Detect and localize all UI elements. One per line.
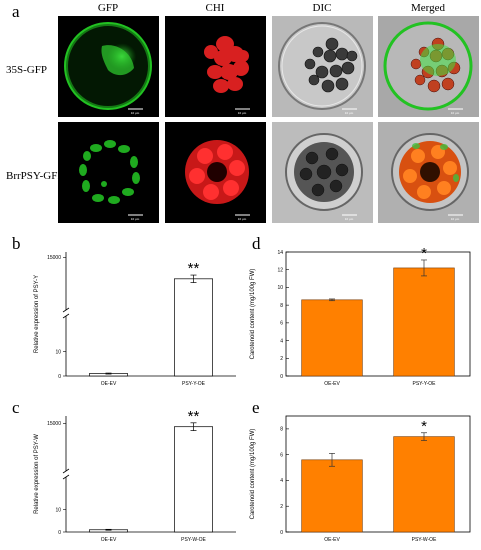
- y-axis-label: Carotenoid content (mg/100g FW): [250, 429, 256, 520]
- y-tick-label: 0: [280, 530, 283, 536]
- y-tick-label: 0: [280, 374, 283, 380]
- y-tick-label: 15000: [47, 421, 61, 427]
- y-tick-label: 12: [277, 268, 283, 274]
- y-tick-label: 4: [280, 338, 283, 344]
- y-tick-label: 6: [280, 452, 283, 458]
- y-tick-label: 10: [277, 285, 283, 291]
- x-tick-label: PSY-Y-OE: [413, 381, 437, 387]
- panel-letter-c: c: [12, 398, 20, 417]
- y-axis-label: Relative expression of PSY-W: [34, 434, 40, 514]
- micrograph-brrpsy-gfp-chi: 10 μm: [165, 122, 266, 223]
- scale-bar-label: 10 μm: [238, 111, 247, 115]
- x-tick-label: PSY-Y-OE: [182, 381, 206, 387]
- y-tick-label: 8: [280, 303, 283, 309]
- significance-mark: **: [188, 260, 200, 277]
- y-tick-label: 15000: [47, 255, 61, 261]
- panel-letter-b: b: [12, 234, 21, 253]
- y-tick-label: 2: [280, 356, 283, 362]
- micrograph-35s-gfp-chi: 10 μm: [165, 16, 266, 117]
- chart-e-carotenoid-psy-w: 0 2 4 6 8 OE-EV PSY-W-OE * Carotenoid content (m…: [240, 404, 481, 550]
- y-axis-label: Carotenoid content (mg/100g FW): [250, 269, 256, 360]
- y-tick-label: 10: [55, 349, 61, 355]
- axis-break-mark: [62, 313, 70, 319]
- x-tick-label: OE-EV: [324, 381, 340, 387]
- y-tick-label: 2: [280, 504, 283, 510]
- micrograph-35s-gfp-dic: 10 μm: [272, 16, 373, 117]
- x-tick-label: PSY-W-OE: [181, 537, 206, 543]
- row-label-35s-gfp: 35S-GFP: [6, 64, 47, 76]
- significance-mark: *: [421, 245, 427, 262]
- column-header-dic: DIC: [312, 2, 332, 14]
- column-header-merged: Merged: [410, 2, 445, 14]
- y-tick-label: 10: [55, 507, 61, 513]
- bar: [393, 436, 455, 533]
- micrograph-35s-gfp-gfp: 10 μm: [58, 16, 159, 117]
- chart-b-psy-y-expression: 0 10 15000 OE-EV PSY-Y-OE ** Relative expressi…: [0, 240, 240, 396]
- y-tick-label: 8: [280, 427, 283, 433]
- significance-mark: **: [188, 408, 200, 425]
- y-tick-label: 14: [277, 250, 283, 256]
- micrograph-brrpsy-gfp-merged: 10 μm: [378, 122, 479, 223]
- bar: [301, 459, 363, 533]
- column-header-chi: CHI: [205, 2, 225, 14]
- bar: [174, 426, 213, 533]
- scale-bar-label: 10 μm: [131, 217, 140, 221]
- scale-bar-label: 10 μm: [131, 111, 140, 115]
- chart-d-carotenoid-psy-y: 0 2 4 6 8 10 12 14 OE-EV PSY-Y-OE * Carotenoid cont…: [240, 240, 481, 396]
- x-tick-label: PSY-W-OE: [412, 537, 437, 543]
- scale-bar-label: 10 μm: [345, 111, 354, 115]
- panel-letter-d: d: [252, 234, 261, 253]
- scale-bar-label: 10 μm: [238, 217, 247, 221]
- x-tick-label: OE-EV: [101, 381, 117, 387]
- panel-letter-e: e: [252, 398, 260, 417]
- bar: [174, 278, 213, 377]
- x-tick-label: OE-EV: [324, 537, 340, 543]
- plot-frame: [285, 251, 471, 377]
- y-tick-label: 6: [280, 321, 283, 327]
- micrograph-brrpsy-gfp-gfp: 10 μm: [58, 122, 159, 223]
- micrograph-35s-gfp-merged: 10 μm: [378, 16, 479, 117]
- bar: [301, 299, 363, 377]
- scale-bar-label: 10 μm: [451, 111, 460, 115]
- y-axis-label: Relative expression of PSY-Y: [34, 275, 40, 353]
- column-header-gfp: GFP: [97, 2, 119, 14]
- significance-mark: *: [421, 418, 427, 435]
- chart-c-psy-w-expression: 0 10 15000 OE-EV PSY-W-OE ** Relative expressi…: [0, 404, 240, 550]
- axis-break-mark: [62, 468, 70, 474]
- axis-break-mark: [62, 474, 70, 480]
- plot-frame: [285, 415, 471, 533]
- x-tick-label: OE-EV: [101, 537, 117, 543]
- panel-letter-a: a: [12, 2, 20, 21]
- scale-bar-label: 10 μm: [345, 217, 354, 221]
- axis-break-mark: [62, 307, 70, 313]
- scale-bar-label: 10 μm: [451, 217, 460, 221]
- y-tick-label: 0: [58, 374, 61, 380]
- y-tick-label: 0: [58, 530, 61, 536]
- micrograph-brrpsy-gfp-dic: 10 μm: [272, 122, 373, 223]
- bar: [393, 267, 455, 377]
- row-label-brrpsy-gfp: BrrPSY-GFP: [6, 170, 64, 182]
- y-tick-label: 4: [280, 478, 283, 484]
